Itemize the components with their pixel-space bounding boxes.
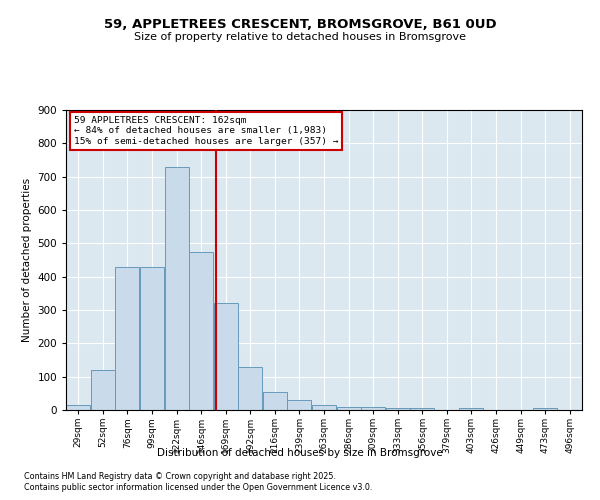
Bar — [66, 405, 91, 410]
Bar — [115, 266, 139, 410]
Text: Distribution of detached houses by size in Bromsgrove: Distribution of detached houses by size … — [157, 448, 443, 458]
Bar — [287, 400, 311, 410]
Text: Contains HM Land Registry data © Crown copyright and database right 2025.: Contains HM Land Registry data © Crown c… — [24, 472, 336, 481]
Bar — [263, 392, 287, 410]
Bar — [140, 266, 164, 410]
Bar — [164, 166, 188, 410]
Bar — [91, 370, 115, 410]
Bar — [312, 405, 336, 410]
Text: 59 APPLETREES CRESCENT: 162sqm
← 84% of detached houses are smaller (1,983)
15% : 59 APPLETREES CRESCENT: 162sqm ← 84% of … — [74, 116, 338, 146]
Text: 59, APPLETREES CRESCENT, BROMSGROVE, B61 0UD: 59, APPLETREES CRESCENT, BROMSGROVE, B61… — [104, 18, 496, 30]
Bar — [238, 366, 262, 410]
Bar — [410, 408, 434, 410]
Y-axis label: Number of detached properties: Number of detached properties — [22, 178, 32, 342]
Bar — [361, 406, 385, 410]
Bar — [460, 408, 484, 410]
Bar — [189, 252, 213, 410]
Bar — [214, 304, 238, 410]
Bar — [337, 406, 361, 410]
Bar — [386, 408, 410, 410]
Text: Contains public sector information licensed under the Open Government Licence v3: Contains public sector information licen… — [24, 484, 373, 492]
Text: Size of property relative to detached houses in Bromsgrove: Size of property relative to detached ho… — [134, 32, 466, 42]
Bar — [533, 408, 557, 410]
